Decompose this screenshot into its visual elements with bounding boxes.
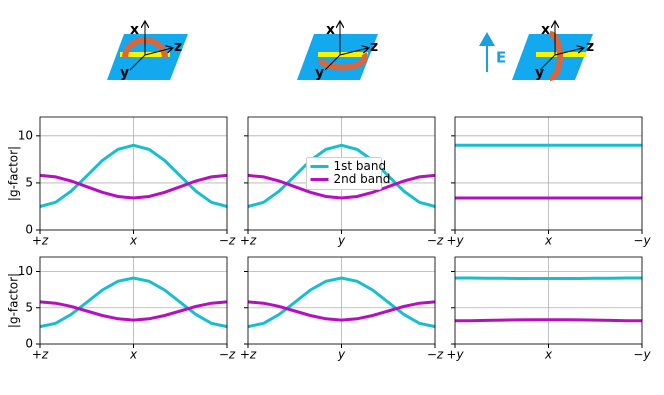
axis-label: x <box>326 22 335 38</box>
x-tick-label: y <box>337 234 346 248</box>
series-line <box>247 173 436 200</box>
chart-panel: 0 5 10 +z x −z |g-factor| <box>7 116 236 248</box>
x-tick-label: −y <box>633 234 651 248</box>
y-tick-label: 10 <box>18 128 33 142</box>
x-tick-label: −z <box>427 234 444 248</box>
x-tick-label: +y <box>446 234 464 248</box>
axis-label: y <box>535 65 544 81</box>
x-tick-label: −y <box>633 348 651 362</box>
y-tick-label: 0 <box>25 337 33 351</box>
axis-label: x <box>130 22 139 38</box>
x-tick-label: −z <box>219 234 236 248</box>
x-tick-label: +z <box>240 234 257 248</box>
y-tick-label: 10 <box>18 264 33 278</box>
x-tick-label: +z <box>240 348 257 362</box>
x-tick-label: x <box>129 348 138 362</box>
series-line <box>455 276 642 280</box>
y-axis-label: |g-factor| <box>7 146 21 201</box>
y-tick-label: 5 <box>25 300 33 314</box>
y-tick-label: 0 <box>25 223 33 237</box>
series-line <box>39 276 228 329</box>
y-axis-label: |g-factor| <box>7 273 21 328</box>
series-line <box>247 143 436 208</box>
series-line <box>454 318 643 323</box>
plot-frame <box>39 256 228 345</box>
series-line <box>39 143 228 208</box>
chart-panel: +y x −y <box>446 116 651 248</box>
plot-frame <box>454 116 643 231</box>
series-line <box>39 300 228 322</box>
plot-frame <box>39 116 228 231</box>
x-tick-label: +z <box>32 234 49 248</box>
x-tick-label: x <box>544 348 553 362</box>
y-tick-label: 5 <box>25 175 33 189</box>
x-tick-label: +y <box>446 348 464 362</box>
plot-frame <box>247 116 436 231</box>
legend-label: 2nd band <box>334 172 391 186</box>
field-label: E <box>496 49 506 67</box>
legend-label: 1st band <box>334 159 387 173</box>
axis-label: z <box>174 39 182 55</box>
x-tick-label: −z <box>427 348 444 362</box>
x-tick-label: x <box>544 234 553 248</box>
chart-panel: 0 5 10 +z x −z |g-factor| <box>7 256 236 362</box>
diagram: E x z y <box>479 22 594 81</box>
chart-panel: +z y −z <box>240 256 444 362</box>
x-tick-label: +z <box>32 348 49 362</box>
series-line <box>39 173 228 200</box>
plot-frame <box>454 256 643 345</box>
x-tick-label: y <box>337 348 346 362</box>
series-line <box>247 276 436 329</box>
axis-label: z <box>370 39 378 55</box>
chart-panel: +y x −y <box>446 256 651 362</box>
diagram: x z y <box>107 22 188 81</box>
axis-label: y <box>120 65 129 81</box>
series-line <box>247 300 436 322</box>
axis-label: z <box>586 39 594 55</box>
axis-label: y <box>315 65 324 81</box>
x-tick-label: x <box>129 234 138 248</box>
axis-label: x <box>541 22 550 38</box>
x-tick-label: −z <box>219 348 236 362</box>
diagram: x z y <box>297 22 378 81</box>
plot-frame <box>247 256 436 345</box>
